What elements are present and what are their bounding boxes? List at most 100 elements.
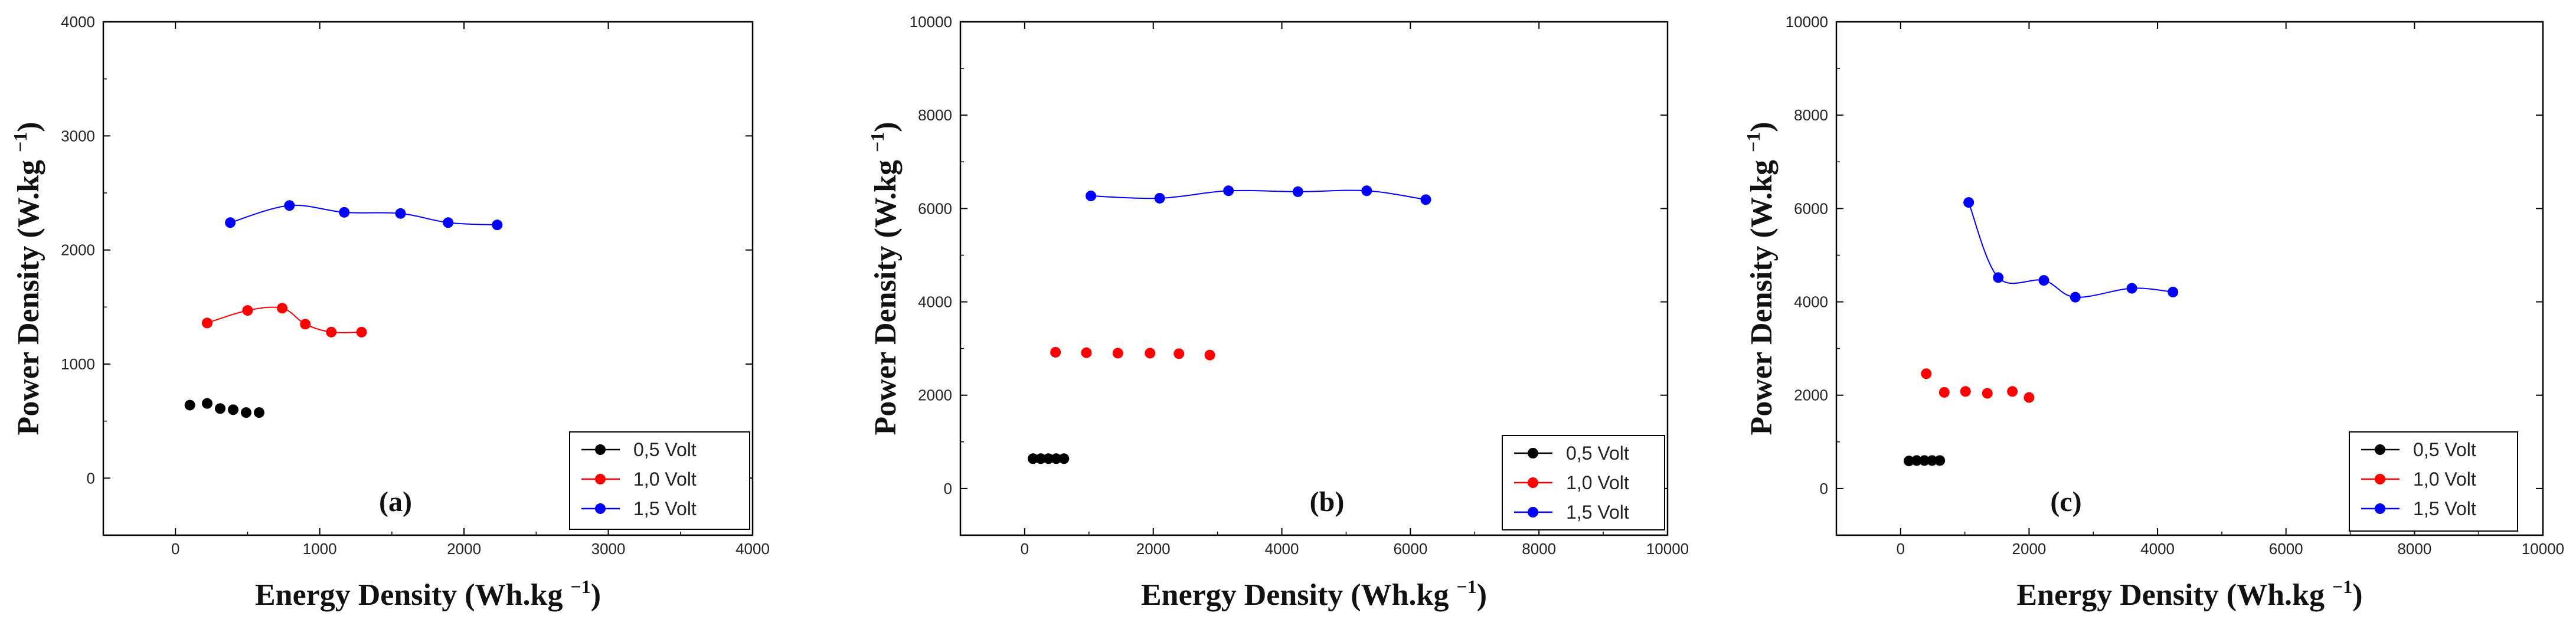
y-tick-label: 8000 [1794,106,1828,124]
x-tick-label: 1000 [303,540,337,558]
data-point-s10 [1960,386,1971,397]
data-point-s10 [277,303,288,314]
data-point-s05 [1934,455,1946,466]
legend-label-s15: 1,5 Volt [1566,502,1629,523]
panel-label: (a) [379,486,412,517]
y-axis-label-close: ) [1745,122,1779,132]
y-axis-label-close: ) [869,122,903,132]
legend-label-s10: 1,0 Volt [633,469,697,490]
legend-label-s10: 1,0 Volt [2413,469,2476,490]
y-tick-label: 0 [1820,480,1828,497]
data-point-s15 [443,217,454,228]
x-axis-label: Energy Density (Wh.kg −1) [2016,576,2362,612]
series-line-s15 [1968,202,2173,298]
legend-marker-s15 [2375,503,2385,514]
data-point-s10 [1081,347,1092,358]
legend-marker-s15 [1528,507,1538,517]
x-axis-label: Energy Density (Wh.kg −1) [1141,576,1487,612]
data-point-s05 [184,399,195,411]
data-point-s05 [1035,453,1047,464]
data-point-s05 [228,404,238,415]
data-point-s10 [2023,392,2035,403]
y-axis-label-exponent: −1 [867,132,888,152]
data-point-s10 [1921,368,1932,379]
x-tick-label: 2000 [2012,540,2047,558]
data-point-s10 [1173,348,1185,359]
panel-label: (b) [1310,486,1345,517]
x-tick-label: 2000 [1136,540,1171,558]
data-point-s15 [1993,272,2004,283]
plot-frame [102,21,754,536]
legend-marker-s10 [595,474,606,484]
legend-label-s15: 1,5 Volt [633,498,697,519]
legend-marker-s10 [2375,474,2385,484]
legend-label-s05: 0,5 Volt [2413,439,2476,460]
x-tick-label: 4000 [2140,540,2175,558]
x-tick-label: 0 [1897,540,1905,558]
data-point-s05 [1043,453,1054,464]
legend-label-s05: 0,5 Volt [633,439,697,460]
data-point-s05 [202,398,213,409]
x-tick-label: 8000 [1522,540,1556,558]
x-tick-label: 4000 [735,540,770,558]
data-point-s05 [1028,453,1039,464]
y-tick-label: 0 [944,480,952,497]
series-line-s15 [230,204,498,226]
data-point-s05 [1919,455,1930,466]
y-axis-label: Power Density (W.kg −1) [867,122,903,435]
data-point-s10 [1112,348,1123,359]
data-point-s05 [1058,453,1070,464]
x-axis-label-close: ) [2352,578,2362,612]
data-point-s10 [2007,386,2018,397]
data-point-s15 [339,207,350,218]
legend-label-s10: 1,0 Volt [1566,472,1629,493]
legend-marker-s05 [1528,448,1538,458]
data-point-s10 [202,317,213,329]
data-point-s15 [284,200,295,211]
x-axis-label-close: ) [591,578,601,612]
data-point-s10 [1938,386,1950,398]
chart-panel-b: 0 2000 4000 6000 8000 10000 0 2000 4000 6000 8000 1… [867,13,1689,612]
x-tick-label: 0 [171,540,179,558]
data-point-s10 [300,319,311,330]
legend-marker-s10 [1528,477,1538,488]
data-point-s10 [1982,388,1993,399]
data-point-s05 [1903,456,1914,467]
y-tick-label: 4000 [918,293,952,311]
x-axis-label: Energy Density (Wh.kg −1) [255,576,601,612]
chart-panel-c: 0 2000 4000 6000 8000 10000 0 2000 4000 6000 8000 1… [1743,13,2564,612]
x-axis-label-close: ) [1477,578,1487,612]
data-point-s15 [1223,185,1234,196]
y-tick-label: 4000 [1794,293,1828,311]
data-point-s15 [1361,185,1372,196]
y-tick-label: 2000 [918,386,952,404]
y-tick-label: 3000 [61,127,95,145]
panel-label: (c) [2050,486,2081,517]
data-point-s10 [356,326,367,338]
data-point-s10 [326,326,337,338]
data-point-s15 [1154,192,1165,204]
y-tick-label: 6000 [918,199,952,217]
legend-label-s05: 0,5 Volt [1566,443,1629,464]
data-point-s10 [1050,346,1061,358]
data-point-s10 [242,305,253,316]
y-tick-label: 8000 [918,106,952,124]
x-tick-label: 4000 [1265,540,1299,558]
data-point-s05 [1911,455,1923,466]
data-point-s10 [1145,348,1156,359]
data-point-s15 [1420,194,1431,205]
data-point-s15 [2038,275,2049,286]
plot-frame [959,21,1669,536]
y-tick-label: 2000 [61,241,95,259]
y-tick-label: 10000 [910,13,952,31]
y-axis-label: Power Density (W.kg −1) [9,122,45,435]
x-tick-label: 6000 [2269,540,2303,558]
legend-label-s15: 1,5 Volt [2413,498,2476,519]
plot-frame [1835,21,2544,536]
data-point-s15 [492,220,503,231]
data-point-s15 [395,208,406,219]
data-point-s15 [2168,286,2179,297]
y-axis-label: Power Density (W.kg −1) [1743,122,1779,435]
legend-marker-s05 [2375,444,2385,455]
